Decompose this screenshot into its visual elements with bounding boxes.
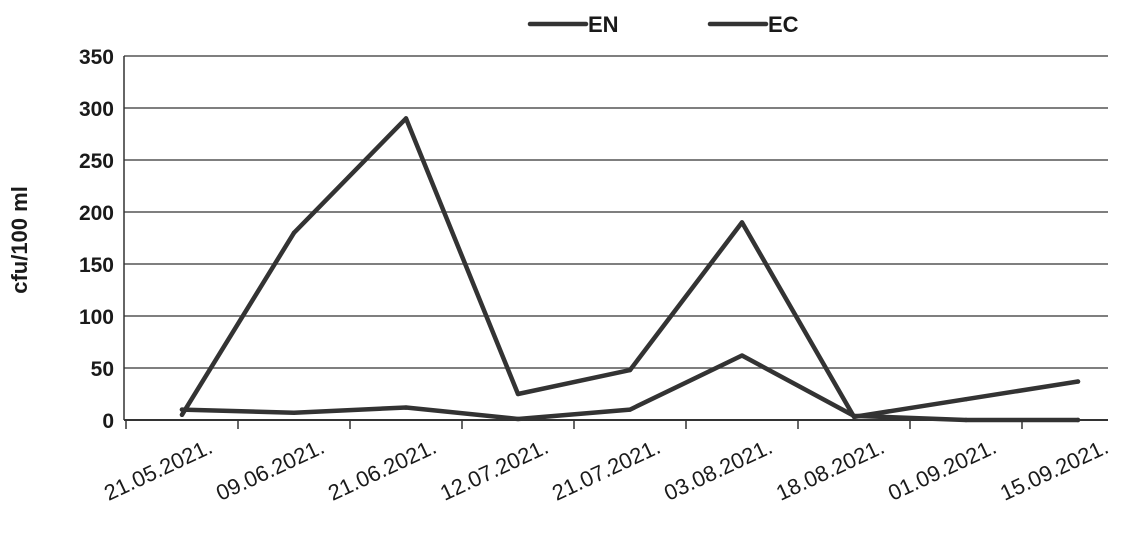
data-point-en <box>179 412 185 417</box>
legend-label-ec: EC <box>768 12 799 37</box>
x-tick-label: 21.06.2021. <box>324 434 440 506</box>
y-tick-label: 100 <box>79 306 114 329</box>
data-point-ec <box>403 405 409 410</box>
y-tick-label: 250 <box>79 150 114 173</box>
y-tick-label: 0 <box>102 410 114 433</box>
data-point-ec <box>1075 417 1081 423</box>
x-tick-label: 15.09.2021. <box>996 434 1112 506</box>
data-point-en <box>627 367 633 373</box>
gridlines <box>124 55 1108 369</box>
data-point-en <box>1075 379 1081 384</box>
x-tick-label: 01.09.2021. <box>884 434 1000 506</box>
x-tick-label: 09.06.2021. <box>212 434 328 506</box>
y-axis-title: cfu/100 ml <box>7 186 32 294</box>
y-tick-label: 300 <box>79 98 114 121</box>
data-point-en <box>963 397 969 402</box>
y-tick-label: 50 <box>91 358 114 381</box>
data-point-en <box>739 220 745 225</box>
series-lines <box>179 116 1081 423</box>
data-point-ec <box>515 416 521 422</box>
y-tick-label: 350 <box>79 46 114 69</box>
y-tick-label: 200 <box>79 202 114 225</box>
x-tick-label: 03.08.2021. <box>660 434 776 506</box>
x-tick-label: 18.08.2021. <box>772 434 888 506</box>
x-tick-label: 12.07.2021. <box>436 434 552 506</box>
x-tick-label: 21.07.2021. <box>548 434 664 506</box>
data-point-en <box>403 116 409 121</box>
axes: 0 50 100 150 200 250 300 350 21.05.2021.09.06.20… <box>79 46 1112 506</box>
data-point-ec <box>291 410 297 415</box>
legend-label-en: EN <box>588 12 619 37</box>
x-tick-label: 21.05.2021. <box>100 434 216 506</box>
legend: EN EC <box>527 12 799 37</box>
y-tick-label: 150 <box>79 254 114 277</box>
data-point-en <box>515 391 521 397</box>
data-point-ec <box>963 417 969 423</box>
data-point-ec <box>739 353 745 358</box>
data-point-ec <box>179 407 185 412</box>
data-point-en <box>291 230 297 235</box>
data-point-ec <box>851 413 857 419</box>
data-point-ec <box>627 407 633 412</box>
